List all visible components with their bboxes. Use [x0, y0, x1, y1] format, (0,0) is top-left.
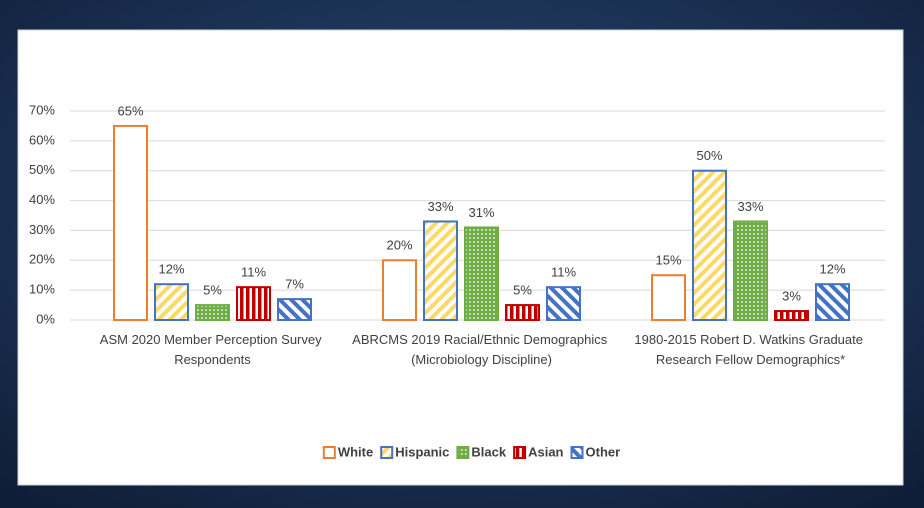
- data-label: 33%: [427, 199, 453, 214]
- data-label: 12%: [819, 262, 845, 277]
- legend-label: White: [338, 444, 373, 459]
- legend-label: Hispanic: [395, 444, 449, 459]
- x-tick-label: 1980-2015 Robert D. Watkins Graduate Res…: [634, 332, 866, 367]
- bar: [277, 298, 312, 322]
- bar: [113, 124, 148, 321]
- y-tick-label: 40%: [29, 192, 55, 207]
- y-tick-label: 60%: [29, 132, 55, 147]
- bar: [692, 169, 727, 321]
- bar: [195, 304, 230, 322]
- legend-swatch: [513, 446, 527, 459]
- bar: [774, 310, 809, 321]
- y-tick-label: 0%: [36, 311, 55, 326]
- x-tick-label: ABRCMS 2019 Racial/Ethnic Demographics (…: [352, 332, 611, 367]
- data-label: 50%: [696, 148, 722, 163]
- legend: White Hispanic Black Asian Other: [322, 444, 621, 459]
- legend-swatch: [570, 446, 584, 459]
- data-label: 11%: [551, 265, 576, 280]
- y-tick-label: 50%: [29, 162, 55, 177]
- bar: [546, 286, 581, 321]
- bar: [236, 286, 271, 321]
- legend-label: Other: [586, 444, 621, 459]
- y-tick-label: 10%: [29, 282, 55, 297]
- bar: [464, 226, 499, 321]
- data-label: 7%: [285, 277, 304, 292]
- data-label: 12%: [158, 262, 184, 277]
- data-label: 5%: [513, 283, 532, 298]
- y-tick-label: 20%: [29, 252, 55, 267]
- legend-label: Asian: [528, 444, 563, 459]
- y-tick-label: 30%: [29, 222, 55, 237]
- legend-swatch: [322, 446, 336, 459]
- bar: [733, 220, 768, 322]
- data-label: 3%: [782, 288, 801, 303]
- data-label: 33%: [737, 199, 763, 214]
- data-label: 20%: [386, 238, 412, 253]
- chart-area: [17, 29, 904, 486]
- data-label: 65%: [117, 103, 143, 118]
- data-label: 5%: [203, 283, 222, 298]
- bar: [815, 283, 850, 321]
- legend-swatch: [456, 446, 470, 459]
- x-tick-label: ASM 2020 Member Perception Survey Respon…: [100, 332, 325, 367]
- bar: [423, 220, 458, 322]
- bar: [154, 283, 189, 321]
- bar: [505, 304, 540, 322]
- y-tick-label: 70%: [29, 102, 55, 117]
- legend-label: Black: [471, 444, 506, 459]
- data-label: 15%: [655, 253, 681, 268]
- data-label: 11%: [241, 265, 266, 280]
- bar: [651, 274, 686, 322]
- legend-swatch: [380, 446, 394, 459]
- bar: [382, 259, 417, 321]
- data-label: 31%: [468, 205, 494, 220]
